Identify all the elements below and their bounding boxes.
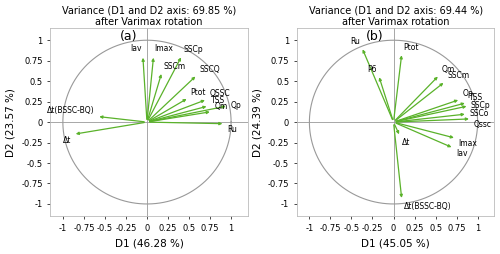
- X-axis label: D1 (46.28 %): D1 (46.28 %): [114, 239, 184, 248]
- Text: SSCp: SSCp: [471, 101, 490, 110]
- Text: P6: P6: [367, 65, 376, 74]
- Title: Variance (D1 and D2 axis: 69.85 %)
after Varimax rotation: Variance (D1 and D2 axis: 69.85 %) after…: [62, 6, 236, 27]
- Text: (a): (a): [120, 29, 137, 43]
- Text: Ptot: Ptot: [190, 88, 206, 97]
- Title: Variance (D1 and D2 axis: 69.44 %)
after Varimax rotation: Variance (D1 and D2 axis: 69.44 %) after…: [308, 6, 482, 27]
- Text: Ru: Ru: [227, 125, 237, 134]
- Text: SSCQ: SSCQ: [199, 65, 220, 74]
- Text: Qp: Qp: [230, 101, 241, 110]
- Text: (b): (b): [366, 29, 384, 43]
- Text: Δt(BSSC-BQ): Δt(BSSC-BQ): [47, 106, 95, 115]
- Text: SSCm: SSCm: [164, 61, 186, 71]
- Text: SSCp: SSCp: [184, 45, 204, 54]
- Y-axis label: D2 (24.39 %): D2 (24.39 %): [252, 88, 262, 156]
- Text: Imax: Imax: [154, 44, 174, 53]
- Text: TSS: TSS: [469, 93, 484, 102]
- Text: SSCm: SSCm: [448, 71, 469, 80]
- Text: Op: Op: [462, 89, 473, 98]
- Text: Iav: Iav: [456, 149, 468, 158]
- Text: Qm: Qm: [214, 102, 228, 111]
- Text: Imax: Imax: [458, 139, 477, 148]
- Text: TSS: TSS: [211, 96, 225, 105]
- Text: Δt(BSSC-BQ): Δt(BSSC-BQ): [404, 201, 451, 211]
- Text: Qm: Qm: [442, 65, 454, 74]
- Text: Qssc: Qssc: [474, 120, 492, 129]
- Text: QSSC: QSSC: [209, 89, 230, 98]
- Text: SSCo: SSCo: [469, 109, 488, 118]
- Text: Ru: Ru: [350, 37, 360, 46]
- Text: Δt: Δt: [63, 136, 72, 145]
- Text: Iav: Iav: [130, 44, 142, 53]
- Y-axis label: D2 (23.57 %): D2 (23.57 %): [6, 88, 16, 156]
- Text: Ptot: Ptot: [404, 43, 419, 52]
- X-axis label: D1 (45.05 %): D1 (45.05 %): [361, 239, 430, 248]
- Text: Δt: Δt: [402, 138, 410, 147]
